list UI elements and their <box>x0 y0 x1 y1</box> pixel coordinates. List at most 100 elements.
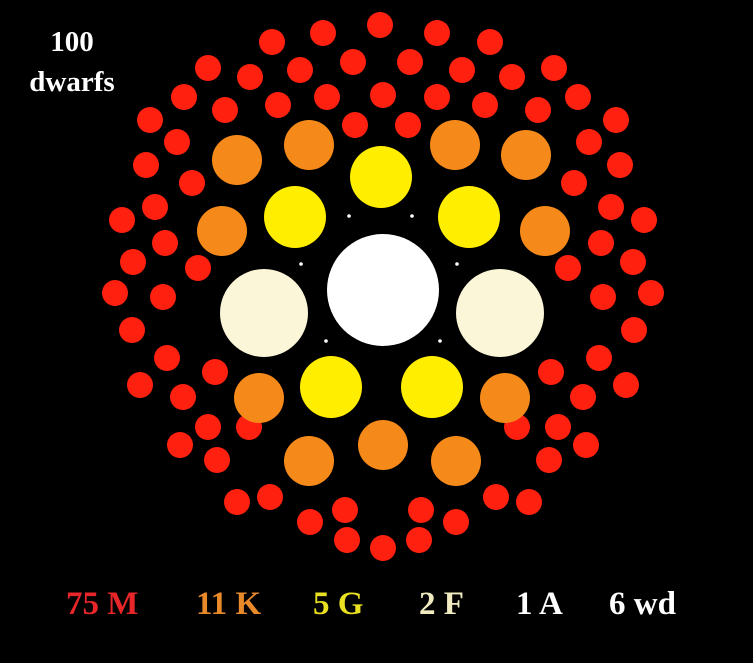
k-star <box>431 436 481 486</box>
m-dwarf-star <box>185 255 211 281</box>
m-dwarf-star <box>573 432 599 458</box>
m-dwarf-star <box>443 509 469 535</box>
k-star <box>234 373 284 423</box>
m-dwarf-star <box>397 49 423 75</box>
m-dwarf-star <box>120 249 146 275</box>
m-dwarf-star <box>607 152 633 178</box>
m-dwarf-star <box>516 489 542 515</box>
white-dwarf <box>324 339 328 343</box>
white-dwarf <box>299 262 303 266</box>
m-dwarf-star <box>538 359 564 385</box>
m-dwarf-star <box>408 497 434 523</box>
m-dwarf-star <box>340 49 366 75</box>
m-dwarf-star <box>477 29 503 55</box>
m-dwarf-star <box>603 107 629 133</box>
m-dwarf-star <box>370 535 396 561</box>
m-dwarf-star <box>424 20 450 46</box>
m-dwarf-star <box>150 284 176 310</box>
m-dwarf-star <box>472 92 498 118</box>
m-dwarf-star <box>561 170 587 196</box>
m-dwarf-star <box>449 57 475 83</box>
m-dwarf-star <box>257 484 283 510</box>
k-star <box>430 120 480 170</box>
m-dwarf-star <box>202 359 228 385</box>
m-dwarf-star <box>406 527 432 553</box>
a-star <box>327 234 439 346</box>
white-dwarf <box>347 214 351 218</box>
white-dwarf <box>438 339 442 343</box>
m-dwarf-star <box>287 57 313 83</box>
m-dwarf-star <box>119 317 145 343</box>
m-dwarf-star <box>314 84 340 110</box>
m-dwarf-star <box>297 509 323 535</box>
diagram-title: 100 dwarfs <box>8 22 136 102</box>
legend-f: 2 F <box>419 586 464 622</box>
white-dwarf <box>455 262 459 266</box>
m-dwarf-star <box>195 55 221 81</box>
legend-m: 75 M <box>66 586 139 622</box>
g-star <box>401 356 463 418</box>
m-dwarf-star <box>588 230 614 256</box>
f-star <box>220 269 308 357</box>
m-dwarf-star <box>109 207 135 233</box>
k-star <box>480 373 530 423</box>
m-dwarf-star <box>576 129 602 155</box>
k-star <box>284 436 334 486</box>
m-dwarf-star <box>259 29 285 55</box>
m-dwarf-star <box>237 64 263 90</box>
title-line-1: 100 <box>50 26 94 58</box>
m-dwarf-star <box>586 345 612 371</box>
m-dwarf-star <box>499 64 525 90</box>
m-dwarf-star <box>545 414 571 440</box>
m-dwarf-star <box>631 207 657 233</box>
m-dwarf-star <box>179 170 205 196</box>
m-dwarf-star <box>555 255 581 281</box>
m-dwarf-star <box>167 432 193 458</box>
k-star <box>358 420 408 470</box>
k-star <box>284 120 334 170</box>
k-star <box>520 206 570 256</box>
white-dwarf <box>410 214 414 218</box>
m-dwarf-star <box>102 280 128 306</box>
m-dwarf-star <box>164 129 190 155</box>
m-dwarf-star <box>638 280 664 306</box>
legend-k: 11 K <box>196 586 262 622</box>
m-dwarf-star <box>342 112 368 138</box>
title-line-2: dwarfs <box>29 66 115 98</box>
g-star <box>300 356 362 418</box>
m-dwarf-star <box>137 107 163 133</box>
m-dwarf-star <box>424 84 450 110</box>
m-dwarf-star <box>370 82 396 108</box>
g-star <box>438 186 500 248</box>
m-dwarf-star <box>154 345 180 371</box>
k-star <box>197 206 247 256</box>
m-dwarf-star <box>195 414 221 440</box>
g-star <box>264 186 326 248</box>
legend-wd: 6 wd <box>609 586 676 622</box>
m-dwarf-star <box>171 84 197 110</box>
k-star <box>212 135 262 185</box>
m-dwarf-star <box>310 20 336 46</box>
m-dwarf-star <box>395 112 421 138</box>
m-dwarf-star <box>598 194 624 220</box>
m-dwarf-star <box>142 194 168 220</box>
m-dwarf-star <box>570 384 596 410</box>
m-dwarf-star <box>133 152 159 178</box>
m-dwarf-star <box>541 55 567 81</box>
m-dwarf-star <box>204 447 230 473</box>
m-dwarf-star <box>152 230 178 256</box>
m-dwarf-star <box>613 372 639 398</box>
g-star <box>350 146 412 208</box>
m-dwarf-star <box>265 92 291 118</box>
k-star <box>501 130 551 180</box>
f-star <box>456 269 544 357</box>
m-dwarf-star <box>621 317 647 343</box>
m-dwarf-star <box>367 12 393 38</box>
legend-g: 5 G <box>313 586 364 622</box>
m-dwarf-star <box>620 249 646 275</box>
m-dwarf-star <box>536 447 562 473</box>
m-dwarf-star <box>590 284 616 310</box>
m-dwarf-star <box>127 372 153 398</box>
